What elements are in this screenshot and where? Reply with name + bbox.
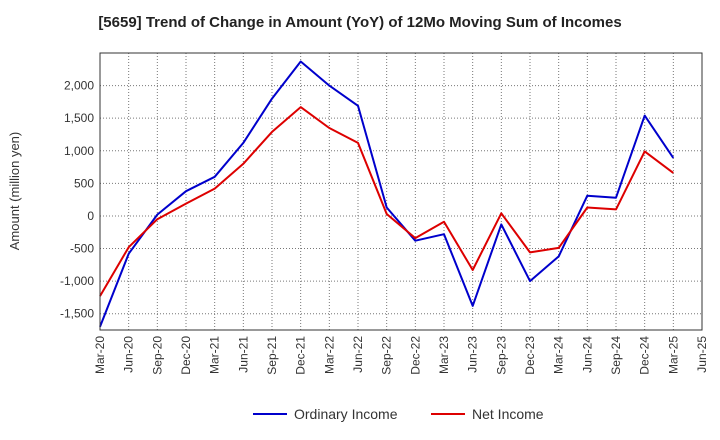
x-axis-ticks: Mar-20 Jun-20 Sep-20 Dec-20 Mar-21 Jun-21 Sep-…: [93, 336, 709, 375]
y-tick-label: -500: [70, 242, 94, 256]
y-tick-label: 1,000: [64, 144, 94, 158]
plot-area: [100, 53, 702, 330]
x-tick-label: Dec-22: [408, 336, 422, 375]
x-tick-label: Mar-25: [666, 336, 680, 374]
legend-label: Net Income: [472, 406, 544, 422]
y-axis-title: Amount (million yen): [7, 132, 22, 251]
x-tick-label: Mar-21: [208, 336, 222, 374]
x-tick-label: Dec-24: [638, 336, 652, 375]
y-axis-ticks: -1,500 -1,000 -500 0 500 1,000 1,500 2,000: [60, 79, 94, 321]
series-layer: [99, 60, 675, 328]
y-tick-label: 0: [87, 209, 94, 223]
x-tick-label: Mar-22: [322, 336, 336, 374]
x-tick-label: Sep-24: [609, 336, 623, 375]
x-tick-label: Mar-23: [437, 336, 451, 374]
x-tick-label: Sep-20: [150, 336, 164, 375]
x-tick-label: Jun-24: [580, 336, 594, 373]
x-tick-label: Jun-23: [466, 336, 480, 373]
y-tick-label: 2,000: [64, 79, 94, 93]
plot-border: [99, 52, 703, 331]
x-tick-label: Sep-21: [265, 336, 279, 375]
x-tick-label: Dec-21: [294, 336, 308, 375]
y-tick-label: 500: [74, 176, 94, 190]
x-tick-label: Jun-22: [351, 336, 365, 373]
chart-title: [5659] Trend of Change in Amount (YoY) o…: [98, 14, 622, 31]
x-tick-label: Jun-21: [236, 336, 250, 373]
x-tick-label: Jun-25: [695, 336, 709, 373]
y-tick-label: -1,000: [60, 274, 94, 288]
x-tick-label: Dec-23: [523, 336, 537, 375]
legend: Ordinary Income Net Income: [253, 406, 544, 422]
x-tick-label: Dec-20: [179, 336, 193, 375]
x-tick-label: Mar-24: [552, 336, 566, 374]
y-tick-label: 1,500: [64, 111, 94, 125]
series-line-net-income: [99, 106, 674, 297]
legend-label: Ordinary Income: [294, 406, 398, 422]
series-line-ordinary-income: [99, 60, 675, 328]
grid-lines: [100, 53, 702, 330]
x-tick-label: Sep-23: [494, 336, 508, 375]
x-tick-label: Jun-20: [122, 336, 136, 373]
x-tick-label: Sep-22: [380, 336, 394, 375]
x-tick-label: Mar-20: [93, 336, 107, 374]
y-tick-label: -1,500: [60, 307, 94, 321]
